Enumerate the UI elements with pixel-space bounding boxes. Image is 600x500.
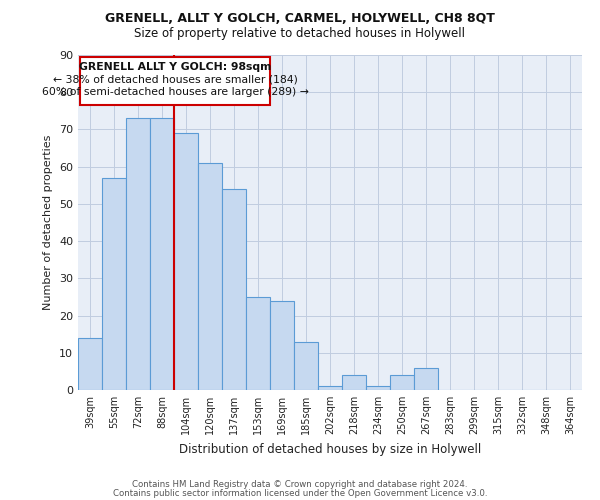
Bar (150, 118, 174, 390)
Bar (366, 386, 390, 390)
FancyBboxPatch shape (80, 57, 270, 106)
Bar (294, 342, 318, 390)
Bar (342, 375, 366, 390)
Bar (246, 297, 270, 390)
Bar (198, 163, 222, 390)
Bar (78, 338, 102, 390)
Text: Size of property relative to detached houses in Holywell: Size of property relative to detached ho… (134, 28, 466, 40)
Text: Contains public sector information licensed under the Open Government Licence v3: Contains public sector information licen… (113, 489, 487, 498)
Bar (270, 300, 294, 390)
Text: GRENELL, ALLT Y GOLCH, CARMEL, HOLYWELL, CH8 8QT: GRENELL, ALLT Y GOLCH, CARMEL, HOLYWELL,… (105, 12, 495, 26)
Bar (222, 189, 246, 390)
X-axis label: Distribution of detached houses by size in Holywell: Distribution of detached houses by size … (179, 442, 481, 456)
Text: 60% of semi-detached houses are larger (289) →: 60% of semi-detached houses are larger (… (42, 87, 308, 97)
Y-axis label: Number of detached properties: Number of detached properties (43, 135, 53, 310)
Bar (126, 118, 150, 390)
Text: Contains HM Land Registry data © Crown copyright and database right 2024.: Contains HM Land Registry data © Crown c… (132, 480, 468, 489)
Bar (390, 375, 414, 390)
Text: GRENELL ALLT Y GOLCH: 98sqm: GRENELL ALLT Y GOLCH: 98sqm (79, 62, 271, 72)
Bar (318, 386, 342, 390)
Bar (174, 133, 198, 390)
Bar (414, 368, 438, 390)
Text: ← 38% of detached houses are smaller (184): ← 38% of detached houses are smaller (18… (53, 74, 298, 85)
Bar (102, 178, 126, 390)
